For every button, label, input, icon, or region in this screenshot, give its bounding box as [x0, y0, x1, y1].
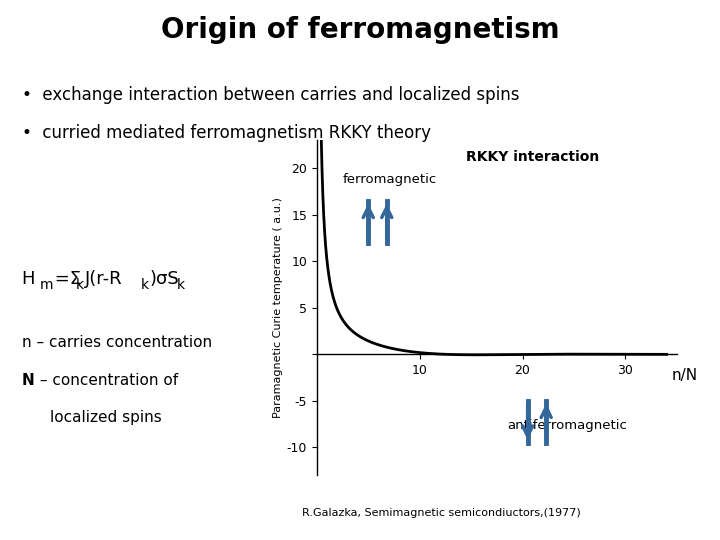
Text: m: m	[40, 278, 53, 292]
Text: ferromagnetic: ferromagnetic	[343, 173, 437, 186]
Text: )σS: )σS	[150, 270, 179, 288]
Text: =Σ: =Σ	[49, 270, 81, 288]
Y-axis label: Paramagnetic Curie temperature ( a.u.): Paramagnetic Curie temperature ( a.u.)	[273, 197, 282, 418]
Text: Origin of ferromagnetism: Origin of ferromagnetism	[161, 16, 559, 44]
Text: H: H	[22, 270, 35, 288]
Text: J(r-R: J(r-R	[85, 270, 122, 288]
Text: localized spins: localized spins	[50, 410, 162, 426]
Text: RKKY interaction: RKKY interaction	[466, 150, 599, 164]
Text: k: k	[140, 278, 148, 292]
Text: •  exchange interaction between carries and localized spins: • exchange interaction between carries a…	[22, 86, 519, 104]
Text: n – carries concentration: n – carries concentration	[22, 335, 212, 350]
Text: •  curried mediated ferromagnetism RKKY theory: • curried mediated ferromagnetism RKKY t…	[22, 124, 431, 142]
Text: k: k	[176, 278, 184, 292]
Text: N: N	[22, 373, 35, 388]
Text: k: k	[76, 278, 84, 292]
Text: R.Galazka, Semimagnetic semicondiuctors,(1977): R.Galazka, Semimagnetic semicondiuctors,…	[302, 508, 581, 518]
Text: n/N: n/N	[672, 368, 698, 383]
Text: – concentration of: – concentration of	[35, 373, 178, 388]
Text: antiferromagnetic: antiferromagnetic	[507, 420, 627, 433]
